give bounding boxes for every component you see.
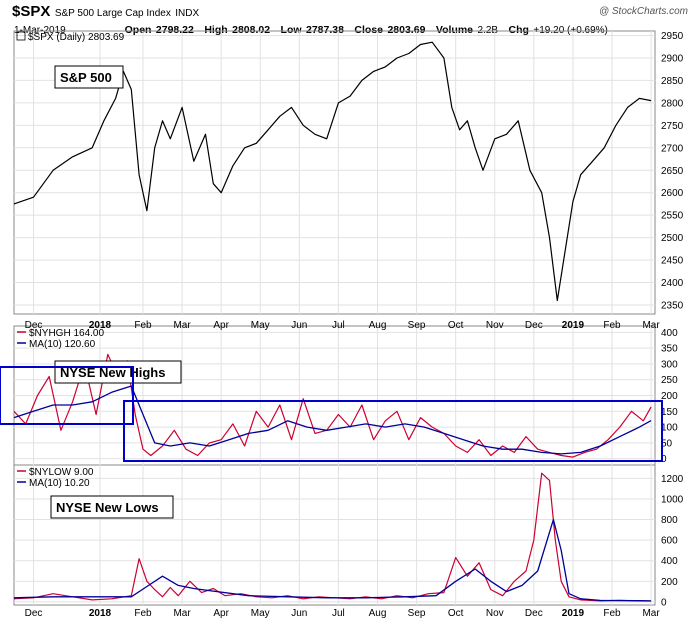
y-tick-label: 0 — [661, 454, 667, 465]
sp500-label-box — [54, 65, 124, 89]
close-value: 2803.69 — [387, 24, 426, 36]
y-tick-label: 600 — [661, 536, 678, 547]
y-tick-label: 2700 — [661, 143, 684, 154]
new-lows-label-box — [50, 495, 174, 519]
y-tick-label: 1200 — [661, 474, 684, 485]
x-tick-label: 2018 — [89, 608, 112, 619]
x-tick-label: Jun — [291, 320, 307, 331]
price-panel-frame — [13, 30, 656, 315]
x-tick-label: Dec — [25, 608, 43, 619]
x-tick-label: 2018 — [89, 320, 112, 331]
x-tick-label: Feb — [134, 320, 152, 331]
symbol: $SPX — [12, 3, 51, 20]
x-tick-label: Jun — [291, 608, 307, 619]
y-tick-label: 2600 — [661, 188, 684, 199]
series-line-main — [13, 472, 652, 602]
x-tick-label: Mar — [173, 608, 191, 619]
x-tick-label: Jul — [332, 320, 345, 331]
x-tick-label: Dec — [525, 320, 543, 331]
exchange: INDX — [175, 8, 200, 19]
chart-header: $SPX S&P 500 Large Cap Index INDX @ Stoc… — [12, 3, 692, 21]
close-label: Close — [354, 24, 383, 36]
x-tick-label: May — [251, 320, 270, 331]
lows-panel-frame — [13, 464, 656, 606]
x-tick-label: Aug — [369, 320, 387, 331]
x-tick-label: Dec — [25, 320, 43, 331]
y-tick-label: 2650 — [661, 166, 684, 177]
y-tick-label: 200 — [661, 577, 678, 588]
open-label: Open — [124, 24, 152, 36]
x-tick-label: Jul — [332, 608, 345, 619]
y-tick-label: 350 — [661, 344, 678, 355]
x-tick-label: Dec — [525, 608, 543, 619]
y-tick-label: 50 — [661, 438, 673, 449]
y-tick-label: 100 — [661, 423, 678, 434]
series-line-ma — [13, 385, 652, 455]
x-tick-label: Mar — [642, 320, 660, 331]
y-tick-label: 300 — [661, 359, 678, 370]
high-label: High — [204, 24, 228, 36]
sp500-label: S&P 500 — [60, 70, 112, 85]
y-tick-label: 2500 — [661, 233, 684, 244]
watermark: @ StockCharts.com — [598, 6, 688, 17]
price-legend: $SPX (Daily) 2803.69 — [28, 32, 125, 43]
chg-label: Chg — [508, 24, 529, 36]
x-tick-label: Feb — [603, 320, 621, 331]
y-tick-label: 1000 — [661, 494, 684, 505]
x-tick-label: Feb — [603, 608, 621, 619]
y-tick-label: 2450 — [661, 256, 684, 267]
highs-legend: $NYHGH 164.00 — [29, 328, 104, 339]
highs-ma-legend: MA(10) 120.60 — [29, 339, 96, 350]
x-tick-label: May — [251, 608, 270, 619]
x-tick-label: Aug — [369, 608, 387, 619]
y-tick-label: 400 — [661, 556, 678, 567]
highs-range-box-left — [0, 366, 134, 425]
y-tick-label: 2550 — [661, 211, 684, 222]
y-tick-label: 2950 — [661, 31, 684, 42]
low-value: 2787.38 — [305, 24, 344, 36]
y-tick-label: 250 — [661, 375, 678, 386]
y-tick-label: 200 — [661, 391, 678, 402]
x-tick-label: 2019 — [562, 320, 585, 331]
x-tick-label: Sep — [408, 320, 426, 331]
open-value: 2798.22 — [155, 24, 194, 36]
y-tick-label: 0 — [661, 597, 667, 608]
x-tick-label: Oct — [448, 320, 464, 331]
low-label: Low — [280, 24, 302, 36]
y-tick-label: 800 — [661, 515, 678, 526]
x-tick-label: Nov — [486, 608, 504, 619]
x-tick-label: Feb — [134, 608, 152, 619]
new-highs-label: NYSE New Highs — [60, 365, 165, 380]
series-line-ma — [13, 518, 652, 602]
series-line-main — [13, 41, 652, 302]
y-tick-label: 2750 — [661, 121, 684, 132]
y-tick-label: 2400 — [661, 278, 684, 289]
x-tick-label: Apr — [213, 608, 229, 619]
y-tick-label: 2800 — [661, 98, 684, 109]
x-tick-label: Oct — [448, 608, 464, 619]
y-tick-label: 2900 — [661, 53, 684, 64]
x-tick-label: Mar — [642, 608, 660, 619]
lows-legend: $NYLOW 9.00 — [29, 467, 94, 478]
y-tick-label: 2350 — [661, 301, 684, 312]
x-tick-label: Sep — [408, 608, 426, 619]
highs-range-box-right — [123, 400, 663, 462]
x-tick-label: Nov — [486, 320, 504, 331]
y-tick-label: 2850 — [661, 76, 684, 87]
x-tick-label: Mar — [173, 320, 191, 331]
x-tick-label: Apr — [213, 320, 229, 331]
y-tick-label: 150 — [661, 407, 678, 418]
lows-ma-legend: MA(10) 10.20 — [29, 478, 90, 489]
x-tick-label: 2019 — [562, 608, 585, 619]
index-name: S&P 500 Large Cap Index — [54, 8, 171, 19]
y-tick-label: 400 — [661, 328, 678, 339]
volume-label: Volume — [435, 24, 474, 36]
new-lows-label: NYSE New Lows — [56, 500, 159, 515]
